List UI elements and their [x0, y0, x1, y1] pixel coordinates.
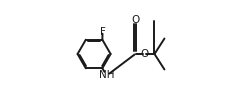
- Text: F: F: [100, 27, 106, 37]
- Text: O: O: [140, 49, 149, 59]
- Text: NH: NH: [99, 70, 114, 80]
- Text: O: O: [131, 15, 139, 25]
